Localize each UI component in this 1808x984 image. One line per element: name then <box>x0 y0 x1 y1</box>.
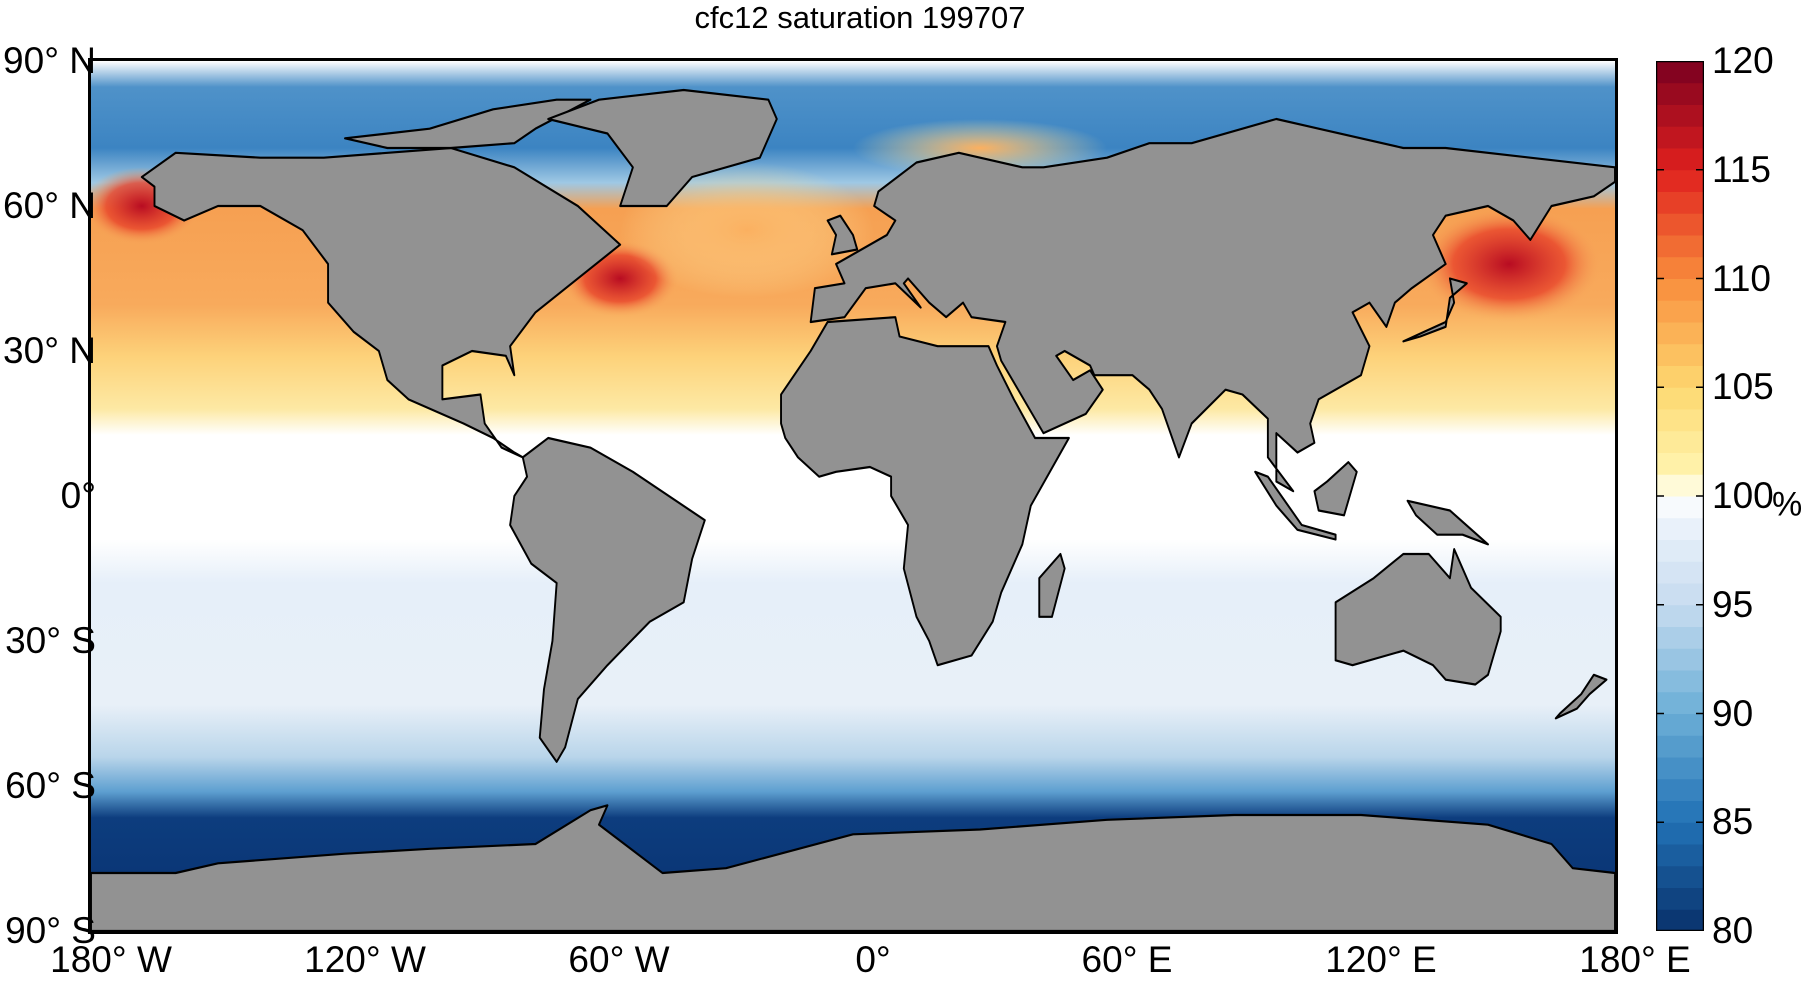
colorbar-level <box>1656 757 1704 780</box>
lon-tick-label: 180° E <box>1579 939 1691 980</box>
colorbar-level <box>1656 278 1704 301</box>
colorbar-level <box>1656 82 1704 105</box>
map-title: cfc12 saturation 199707 <box>694 0 1026 35</box>
colorbar-level <box>1656 213 1704 236</box>
colorbar-level <box>1656 583 1704 606</box>
colorbar-level <box>1656 104 1704 127</box>
colorbar-level <box>1656 191 1704 214</box>
colorbar-level <box>1656 474 1704 497</box>
lat-tick-label: 30° N <box>3 330 96 371</box>
land-africa <box>780 316 1070 667</box>
colorbar-level <box>1656 430 1704 453</box>
colorbar-level <box>1656 909 1704 931</box>
colorbar-level <box>1656 648 1704 671</box>
colorbar-level <box>1656 778 1704 801</box>
colorbar-level <box>1656 517 1704 540</box>
colorbar-level <box>1656 496 1704 519</box>
land-japan <box>1402 277 1468 343</box>
colorbar-level <box>1656 343 1704 366</box>
colorbar-tick-label: 85 <box>1712 801 1754 843</box>
colorbar-level <box>1656 365 1704 388</box>
colorbar-tick-label: 95 <box>1712 583 1754 625</box>
colorbar-level <box>1656 539 1704 562</box>
colorbar-level <box>1656 865 1704 888</box>
lon-tick-label: 60° E <box>1081 939 1173 980</box>
colorbar-level <box>1656 148 1704 171</box>
lat-tick-label: 60° S <box>5 765 96 806</box>
colorbar-level <box>1656 604 1704 627</box>
land-north-america <box>140 146 622 459</box>
lat-tick-label: 30° S <box>5 620 96 661</box>
lon-tick-label: 60° W <box>568 939 670 980</box>
colorbar-level <box>1656 735 1704 758</box>
land-borneo <box>1313 461 1358 517</box>
lat-tick-label: 90° N <box>3 40 96 81</box>
hotspot-kamchatka <box>1416 206 1603 322</box>
land-new-guinea <box>1406 499 1489 546</box>
lat-tick-label: 0° <box>60 475 96 516</box>
colorbar-tick-label: 90 <box>1712 692 1754 734</box>
colorbar-tick-label: 115 <box>1712 148 1771 190</box>
lon-tick-label: 180° W <box>50 939 172 980</box>
land-antarctica <box>91 804 1615 931</box>
colorbar-level <box>1656 626 1704 649</box>
colorbar-level <box>1656 235 1704 258</box>
land-new-zealand <box>1554 673 1608 720</box>
colorbar-level <box>1656 322 1704 345</box>
land <box>91 88 1615 931</box>
land-madagascar <box>1038 552 1066 618</box>
colorbar-tick-label: 110 <box>1712 257 1771 299</box>
lon-tick-label: 0° <box>855 939 891 980</box>
colorbar-level <box>1656 800 1704 823</box>
colorbar-level <box>1656 169 1704 192</box>
lat-tick-label: 60° N <box>3 185 96 226</box>
colorbar-tick-label: 100 <box>1712 475 1774 516</box>
colorbar-level <box>1656 409 1704 432</box>
colorbar-tick-label: 120 <box>1712 40 1774 81</box>
land-south-america <box>509 436 706 763</box>
colorbar-tick-label: 80 <box>1712 910 1754 951</box>
map-plot <box>91 61 1615 931</box>
land-greenland <box>547 88 778 208</box>
land-britain <box>826 214 859 256</box>
colorbar-level <box>1656 887 1704 910</box>
colorbar-level <box>1656 300 1704 323</box>
land-australia <box>1334 548 1502 686</box>
colorbar <box>1656 61 1704 931</box>
colorbar-level <box>1656 822 1704 845</box>
colorbar-unit: % <box>1772 485 1803 524</box>
land-sumatra-java <box>1254 470 1337 541</box>
colorbar-level <box>1656 126 1704 149</box>
lon-tick-label: 120° W <box>304 939 426 980</box>
colorbar-level <box>1656 713 1704 736</box>
colorbar-level <box>1656 691 1704 714</box>
colorbar-level <box>1656 256 1704 279</box>
colorbar-level <box>1656 561 1704 584</box>
land-eurasia <box>809 117 1615 493</box>
warm-northatlantic <box>620 162 875 298</box>
colorbar-level <box>1656 61 1704 84</box>
colorbar-tick-label: 105 <box>1712 366 1774 408</box>
colorbar-level <box>1656 387 1704 410</box>
lat-tick-label: 90° S <box>5 910 96 951</box>
lon-tick-label: 120° E <box>1325 939 1437 980</box>
colorbar-level <box>1656 844 1704 867</box>
colorbar-level <box>1656 670 1704 693</box>
colorbar-level <box>1656 452 1704 475</box>
